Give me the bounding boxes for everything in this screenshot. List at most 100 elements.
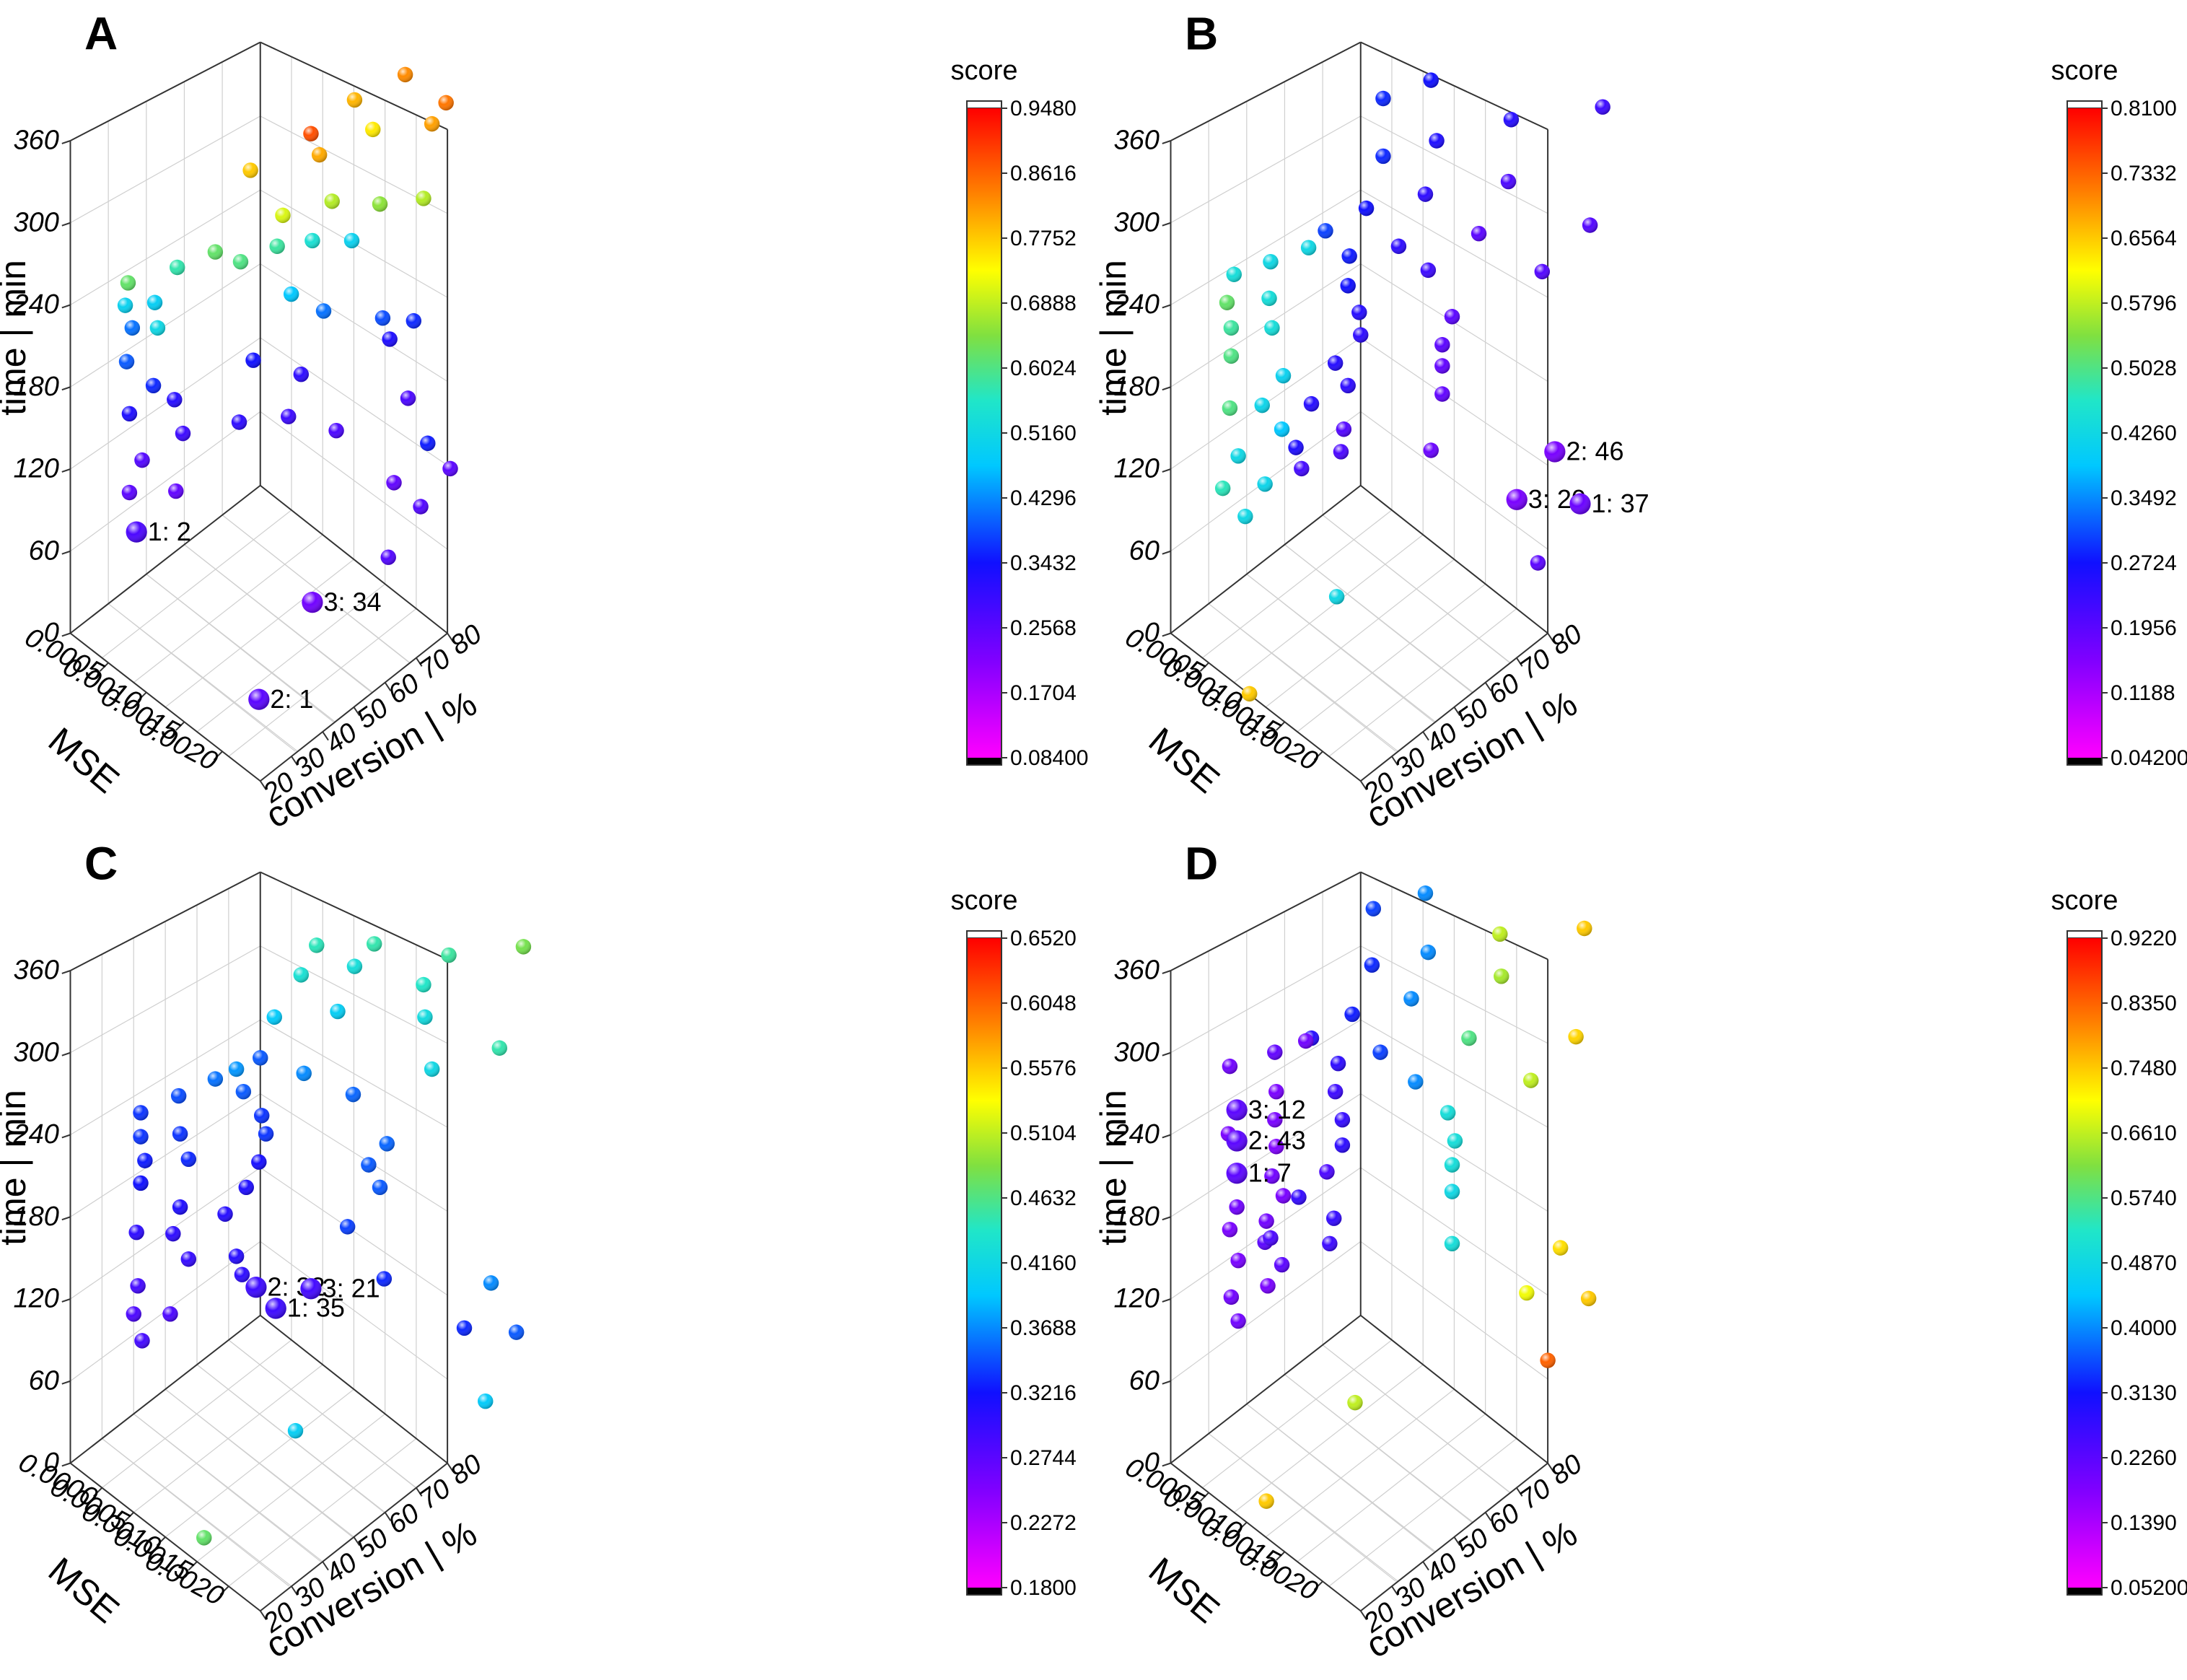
data-point-shine	[1341, 248, 1357, 264]
data-point-shine	[169, 259, 185, 276]
colorbar-tick-label: 0.3432	[1010, 551, 1077, 575]
z-tick-mark	[1162, 1298, 1171, 1303]
y-tick-mark	[1484, 682, 1492, 692]
data-point-shine	[1423, 72, 1439, 88]
data-point-shine	[1347, 1394, 1363, 1411]
data-point-shine	[217, 1206, 233, 1222]
data-point-shine	[238, 1179, 254, 1196]
x-tick-mark	[1276, 721, 1286, 731]
z-tick-mark	[61, 222, 71, 227]
z-tick-label: 120	[13, 1284, 58, 1314]
data-point-shine	[1417, 885, 1434, 901]
data-point-shine	[1263, 1230, 1279, 1246]
data-point-shine	[1258, 1493, 1274, 1509]
panel-label: C	[84, 837, 118, 889]
data-point-shine	[1503, 112, 1520, 128]
data-point-shine	[1214, 480, 1231, 496]
y-tick-mark	[1391, 1585, 1398, 1596]
z-tick-mark	[61, 632, 71, 637]
gridline	[70, 411, 261, 552]
data-point-shine	[1534, 263, 1551, 280]
data-point-shine	[1595, 99, 1610, 115]
data-point-shine	[134, 1333, 150, 1349]
colorbar-tick-label: 0.8100	[2111, 97, 2177, 121]
highlight-point-shine	[1544, 441, 1566, 463]
gridline	[1265, 1388, 1455, 1538]
highlight-point-shine	[300, 1278, 322, 1300]
z-tick-label: 360	[13, 126, 58, 156]
z-tick-label: 180	[1113, 1202, 1159, 1232]
highlight-point-shine	[302, 591, 323, 613]
data-point-shine	[1358, 200, 1375, 216]
data-point-shine	[1461, 1030, 1477, 1046]
gridline	[1170, 1019, 1362, 1136]
z-tick-mark	[1162, 1380, 1171, 1385]
frame-edge	[1170, 1314, 1362, 1464]
data-point-shine	[170, 1088, 187, 1104]
gridline	[165, 559, 354, 708]
panel-label: D	[1185, 837, 1218, 889]
data-point-shine	[133, 1129, 149, 1145]
colorbar-gradient	[2067, 108, 2102, 758]
data-point-shine	[424, 115, 440, 132]
colorbar-tick-label: 0.6520	[1010, 927, 1077, 950]
frame-edge	[69, 484, 261, 634]
x-tick-mark	[137, 691, 147, 701]
z-tick-label: 0	[1144, 1448, 1160, 1478]
colorbar-tick-label: 0.5576	[1010, 1056, 1077, 1080]
gridline	[1328, 608, 1517, 757]
colorbar-bottom-cap	[967, 758, 1002, 765]
frame-edge	[1360, 484, 1548, 634]
gridline	[1170, 115, 1362, 224]
gridline	[196, 1364, 386, 1513]
data-point-shine	[1267, 1044, 1283, 1060]
colorbar-tick-label: 0.3492	[2111, 486, 2177, 510]
y-tick-mark	[1516, 657, 1523, 667]
gridline	[1297, 583, 1486, 732]
highlight-point-shine	[245, 1277, 267, 1298]
colorbar-title: score	[951, 56, 1018, 86]
data-point-shine	[1408, 1074, 1424, 1090]
y-tick-mark	[1422, 1561, 1429, 1571]
data-point-shine	[330, 1003, 346, 1020]
colorbar-tick-label: 0.5028	[2111, 356, 2177, 380]
y-tick-mark	[1422, 731, 1429, 741]
data-point-shine	[253, 1050, 268, 1066]
colorbar-tick-label: 0.2744	[1010, 1446, 1077, 1470]
z-tick-mark	[61, 468, 71, 473]
y-tick-label: 60	[1483, 1498, 1525, 1541]
data-point-shine	[1444, 309, 1460, 325]
y-tick-mark	[1484, 1512, 1492, 1522]
gridline	[1233, 1364, 1424, 1513]
data-point-shine	[346, 958, 363, 974]
frame-edge	[260, 41, 448, 131]
y-tick-label: 80	[1546, 618, 1588, 661]
data-point-shine	[416, 191, 431, 206]
data-point-shine	[1318, 223, 1333, 239]
data-point-shine	[343, 232, 360, 249]
data-point-shine	[124, 320, 141, 336]
data-point-shine	[483, 1275, 499, 1291]
point-annotation: 2: 46	[1566, 437, 1623, 466]
data-point-shine	[1434, 358, 1450, 374]
gridline	[228, 1339, 417, 1489]
colorbar-top-cap	[2067, 930, 2103, 939]
data-point-shine	[1223, 320, 1240, 336]
z-tick-label: 60	[29, 535, 59, 566]
data-point-shine	[346, 92, 363, 108]
y-tick-label: 60	[1483, 668, 1525, 711]
data-point-shine	[162, 1306, 178, 1322]
data-point-shine	[315, 303, 332, 319]
data-point-shine	[406, 312, 422, 329]
highlight-point-shine	[265, 1298, 286, 1319]
data-point-shine	[1447, 1133, 1463, 1149]
data-point-shine	[1268, 1083, 1284, 1100]
colorbar-tick-label: 0.7752	[1010, 227, 1077, 250]
data-point-shine	[228, 1061, 245, 1077]
gridline	[222, 515, 411, 663]
data-point-shine	[1274, 421, 1290, 437]
frame-edge	[1170, 632, 1362, 782]
data-point-shine	[1444, 1235, 1460, 1252]
x-tick-mark	[1313, 1580, 1323, 1591]
